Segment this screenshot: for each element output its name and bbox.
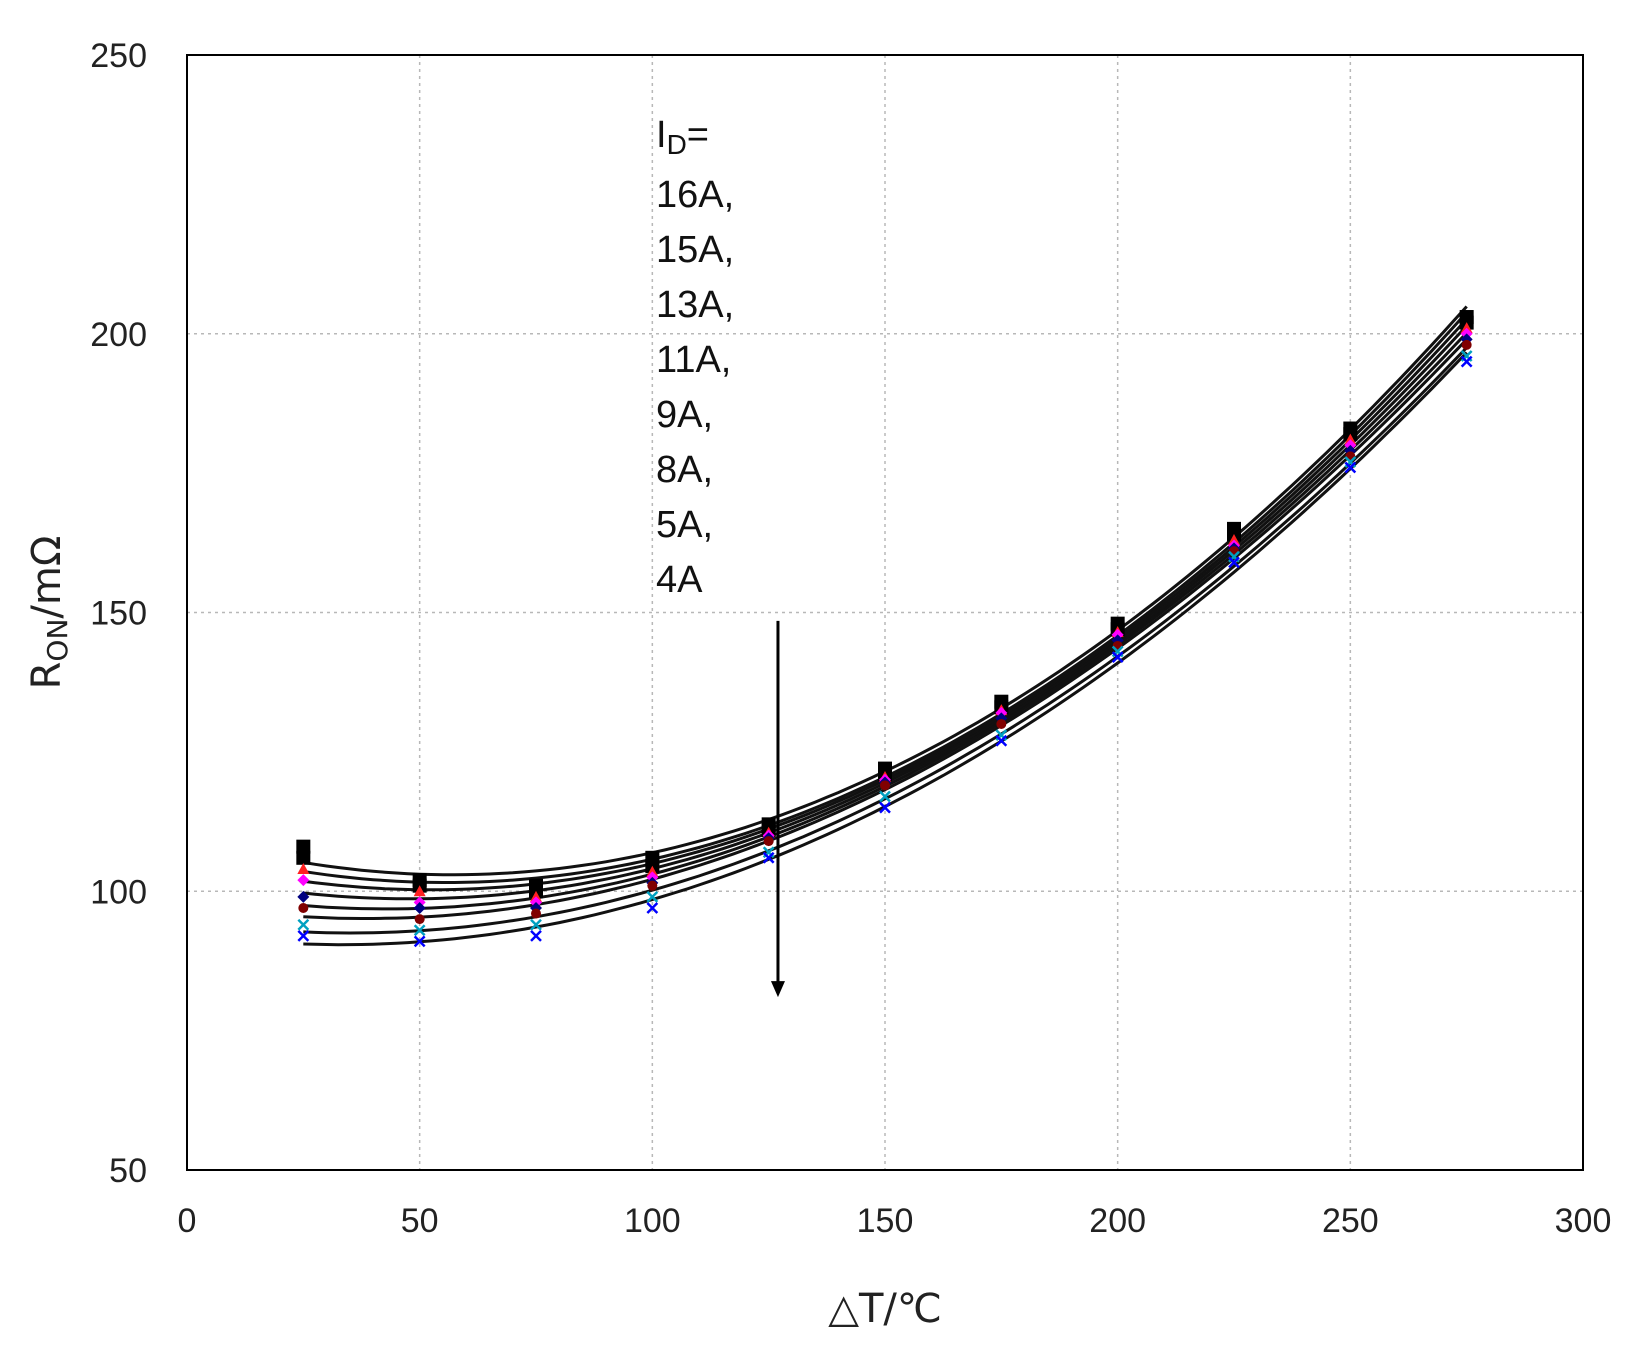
data-point-cross <box>879 790 891 803</box>
data-point-cross <box>1228 556 1240 569</box>
data-point-cross <box>1460 355 1473 368</box>
data-point-circle <box>647 880 658 891</box>
data-point-triangle <box>297 862 310 874</box>
data-point-cross <box>530 929 542 942</box>
data-point-circle <box>763 836 774 847</box>
current-annotation: ID= 16A, 15A, 13A, 11A, 9A, 8A, 5A, 4A <box>656 114 734 601</box>
data-point-square <box>296 850 311 865</box>
data-point-cross <box>530 918 542 931</box>
y-tick-label: 100 <box>90 873 147 911</box>
x-tick-label: 50 <box>401 1202 439 1240</box>
data-point-cross <box>297 918 310 931</box>
annotation-current-label: 4A <box>656 559 703 601</box>
data-point-cross <box>1344 461 1357 474</box>
data-point-triangle <box>1460 322 1473 334</box>
annotation-heading-equals: = <box>687 114 709 156</box>
y-axis-title-unit: /mΩ <box>24 536 70 619</box>
annotation-heading: ID= <box>656 114 709 160</box>
y-tick-label: 250 <box>90 37 147 75</box>
y-tick-label: 50 <box>109 1152 147 1190</box>
data-point-circle <box>996 719 1007 729</box>
data-point-cross <box>297 929 310 942</box>
data-point-triangle <box>413 885 426 897</box>
data-point-diamond <box>413 901 426 914</box>
data-point-cross <box>413 935 426 948</box>
annotation-current-label: 16A, <box>656 174 734 216</box>
y-tick-label: 150 <box>90 595 147 633</box>
y-axis-title-main: R <box>24 662 70 690</box>
data-point-circle <box>531 908 541 919</box>
data-point-diamond <box>297 890 310 903</box>
data-point-triangle <box>1228 534 1240 546</box>
annotation-current-label: 11A, <box>656 339 731 381</box>
x-axis-title: △T/℃ <box>828 1286 942 1332</box>
x-axis-ticks: 0 50 100 150 200 250 300 <box>178 1202 1612 1240</box>
annotation-current-label: 8A, <box>656 449 713 491</box>
decreasing-current-arrowhead <box>770 981 785 998</box>
data-point-cross <box>1111 651 1124 663</box>
plot-area-frame <box>186 54 1584 1171</box>
annotation-heading-main: I <box>656 114 667 156</box>
fit-curve <box>303 346 1468 935</box>
data-point-triangle <box>530 890 542 902</box>
data-markers <box>296 310 1474 948</box>
data-point-circle <box>880 780 890 791</box>
annotation-current-label: 15A, <box>656 229 734 271</box>
data-point-circle <box>298 902 309 913</box>
data-point-circle <box>414 914 425 925</box>
y-axis-title: RON/mΩ <box>24 536 74 690</box>
annotation-current-label: 9A, <box>656 394 713 436</box>
y-axis-ticks: 50 100 150 200 250 <box>90 37 147 1190</box>
x-tick-label: 300 <box>1555 1202 1612 1240</box>
y-axis-title-subscript: ON <box>41 619 74 662</box>
annotation-current-label: 5A, <box>656 504 713 546</box>
data-point-cross <box>646 890 659 903</box>
x-tick-label: 200 <box>1089 1202 1146 1240</box>
annotation-heading-subscript: D <box>667 129 687 160</box>
data-point-square <box>296 839 311 854</box>
data-point-triangle <box>1344 433 1357 445</box>
data-point-cross <box>879 801 891 814</box>
annotation-current-label: 13A, <box>656 284 734 326</box>
data-point-diamond <box>297 874 310 887</box>
x-tick-label: 0 <box>178 1202 197 1240</box>
data-point-cross <box>762 851 775 864</box>
data-point-triangle <box>646 865 659 877</box>
data-point-circle <box>1461 339 1472 350</box>
x-tick-label: 150 <box>857 1202 914 1240</box>
data-point-cross <box>995 734 1008 747</box>
x-tick-label: 100 <box>624 1202 681 1240</box>
x-tick-label: 250 <box>1322 1202 1379 1240</box>
data-point-cross <box>646 902 659 914</box>
data-point-cross <box>413 924 426 937</box>
y-tick-label: 200 <box>90 316 147 354</box>
